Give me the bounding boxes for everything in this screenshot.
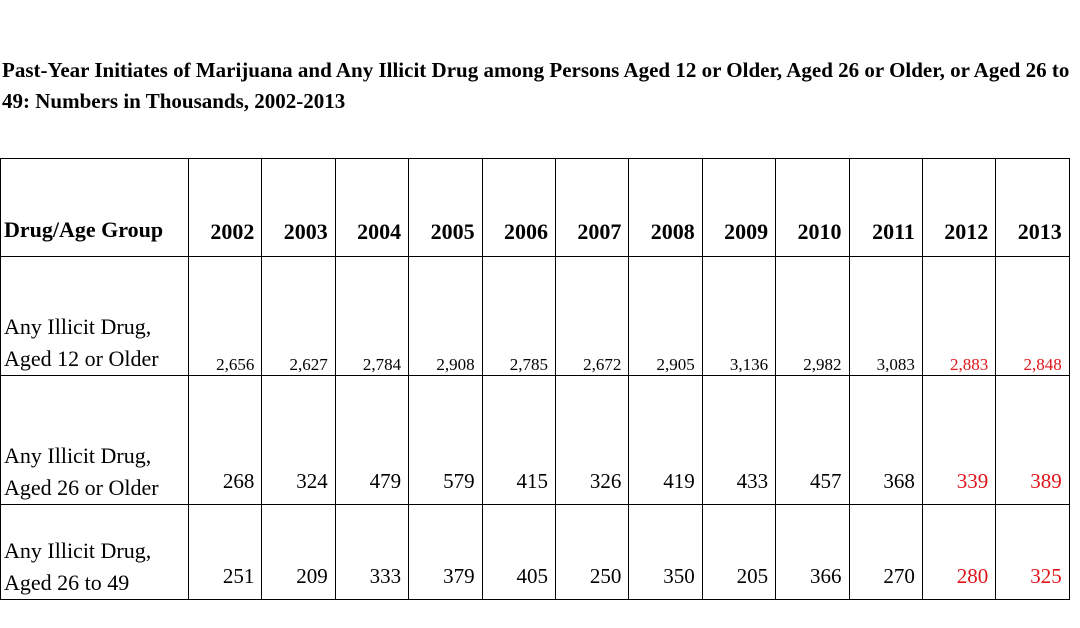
table-cell: 405	[481, 504, 556, 600]
column-header-year: 2005	[408, 158, 483, 257]
table-cell-highlighted: 280	[921, 504, 997, 600]
table-cell: 268	[187, 375, 263, 505]
table-cell-highlighted: 2,848	[995, 256, 1070, 376]
table-cell: 205	[701, 504, 777, 600]
table-cell: 350	[628, 504, 703, 600]
column-header-year: 2008	[628, 158, 703, 257]
table-cell: 2,627	[261, 256, 336, 376]
table-cell: 2,785	[481, 256, 556, 376]
table-cell: 479	[334, 375, 410, 505]
table-cell: 2,656	[187, 256, 263, 376]
table-cell: 2,905	[628, 256, 703, 376]
table-cell-highlighted: 325	[995, 504, 1070, 600]
column-header-group: Drug/Age Group	[0, 158, 189, 257]
column-header-year: 2011	[848, 158, 923, 257]
column-header-year: 2004	[334, 158, 410, 257]
table-cell: 368	[848, 375, 923, 505]
table-cell: 2,982	[775, 256, 850, 376]
column-header-year: 2009	[701, 158, 777, 257]
table-cell: 457	[775, 375, 850, 505]
column-header-year: 2013	[995, 158, 1070, 257]
header-row: Drug/Age Group 2002 2003 2004 2005 2006 …	[0, 158, 1070, 257]
table-cell: 579	[408, 375, 483, 505]
table-cell: 3,083	[848, 256, 923, 376]
table-cell-highlighted: 339	[921, 375, 997, 505]
table-cell: 250	[554, 504, 630, 600]
table-cell: 2,672	[554, 256, 630, 376]
column-header-year: 2006	[481, 158, 556, 257]
column-header-year: 2007	[554, 158, 630, 257]
table-cell: 209	[261, 504, 336, 600]
table-title: Past-Year Initiates of Marijuana and Any…	[2, 58, 1070, 113]
table-cell: 379	[408, 504, 483, 600]
row-label: Any Illicit Drug, Aged 26 or Older	[0, 375, 189, 505]
table-cell: 270	[848, 504, 923, 600]
table-cell: 251	[187, 504, 263, 600]
column-header-year: 2012	[921, 158, 997, 257]
table-cell: 2,908	[408, 256, 483, 376]
data-table: Drug/Age Group 2002 2003 2004 2005 2006 …	[0, 158, 1070, 600]
table-cell: 3,136	[701, 256, 777, 376]
table-cell: 326	[554, 375, 630, 505]
row-label: Any Illicit Drug, Aged 26 to 49	[0, 504, 189, 600]
table-cell: 415	[481, 375, 556, 505]
table-cell: 433	[701, 375, 777, 505]
table-cell-highlighted: 2,883	[921, 256, 997, 376]
table-row: Any Illicit Drug, Aged 12 or Older 2,656…	[0, 256, 1070, 376]
table-cell: 366	[775, 504, 850, 600]
column-header-year: 2010	[775, 158, 850, 257]
row-label: Any Illicit Drug, Aged 12 or Older	[0, 256, 189, 376]
table-cell-highlighted: 389	[995, 375, 1070, 505]
column-header-year: 2002	[187, 158, 263, 257]
table-cell: 324	[261, 375, 336, 505]
table-cell: 2,784	[334, 256, 410, 376]
table-cell: 333	[334, 504, 410, 600]
table-row: Any Illicit Drug, Aged 26 to 49 251 209 …	[0, 504, 1070, 600]
column-header-year: 2003	[261, 158, 336, 257]
table-cell: 419	[628, 375, 703, 505]
table-row: Any Illicit Drug, Aged 26 or Older 268 3…	[0, 375, 1070, 505]
